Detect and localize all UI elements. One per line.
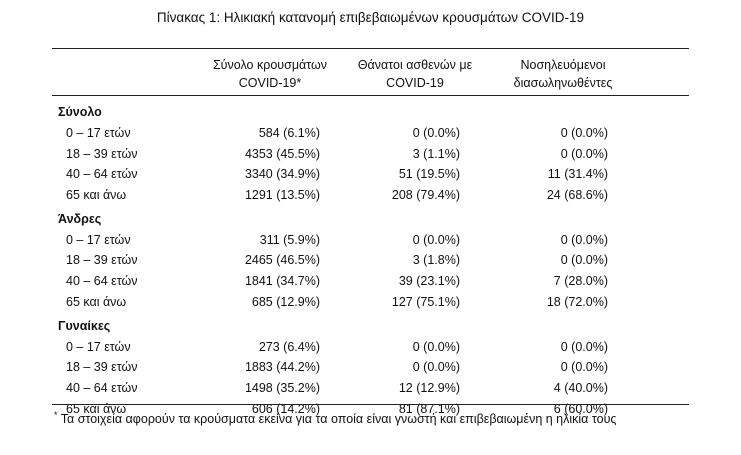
cases-cell: 584 (6.1%) bbox=[258, 126, 320, 140]
table-row: 65 και άνω 685 (12.9%) 127 (75.1%) 18 (7… bbox=[0, 292, 741, 313]
intubated-cell: 7 (28.0%) bbox=[553, 274, 608, 289]
cases-cell: 1291 (13.5%) bbox=[244, 188, 320, 203]
table-row: 65 και άνω 1291 (13.5%) 208 (79.4%) 24 (… bbox=[0, 185, 741, 206]
deaths-cell: 208 (79.4%) bbox=[391, 188, 460, 203]
bottom-rule bbox=[52, 404, 689, 405]
age-cell: 18 – 39 ετών bbox=[66, 360, 138, 375]
footnote-marker: * bbox=[54, 410, 58, 420]
header-line: Νοσηλευόμενοι bbox=[520, 58, 606, 72]
table-row: 40 – 64 ετών 1841 (34.7%) 39 (23.1%) 7 (… bbox=[0, 271, 741, 292]
intubated-cell: 0 (0.0%) bbox=[560, 146, 608, 161]
intubated-cell: 0 (0.0%) bbox=[560, 339, 608, 354]
group-men: Άνδρες 0 – 17 ετών 311 (5.9%) 0 (0.0%) 0… bbox=[0, 208, 741, 313]
footnote: * Τα στοιχεία αφορούν τα κρούσματα εκείν… bbox=[54, 410, 616, 426]
group-title: Γυναίκες bbox=[58, 318, 111, 333]
age-cell: 65 και άνω bbox=[66, 188, 127, 203]
cases-cell: 4353 (45.5%) bbox=[244, 146, 320, 161]
intubated-cell: 0 (0.0%) bbox=[560, 253, 608, 268]
intubated-cell: 11 (31.4%) bbox=[547, 167, 608, 182]
age-cell: 40 – 64 ετών bbox=[66, 167, 138, 182]
age-cell: 40 – 64 ετών bbox=[66, 380, 138, 395]
data-table: Σύνολο 0 – 17 ετών 584 (6.1%) 0 (0.0%) 0… bbox=[0, 101, 741, 421]
table-row: 18 – 39 ετών 1883 (44.2%) 0 (0.0%) 0 (0.… bbox=[0, 357, 741, 378]
deaths-cell: 0 (0.0%) bbox=[412, 339, 460, 354]
header-total-cases: Σύνολο κρουσμάτων COVID-19* bbox=[205, 56, 335, 92]
deaths-cell: 0 (0.0%) bbox=[412, 232, 460, 247]
group-total: Σύνολο 0 – 17 ετών 584 (6.1%) 0 (0.0%) 0… bbox=[0, 101, 741, 206]
group-title: Άνδρες bbox=[58, 211, 102, 226]
age-cell: 40 – 64 ετών bbox=[66, 274, 138, 289]
table-row: 65 και άνω 606 (14.2%) 81 (87.1%) 6 (60.… bbox=[0, 399, 741, 420]
deaths-cell: 3 (1.8%) bbox=[412, 253, 460, 268]
cases-cell: 1883 (44.2%) bbox=[244, 360, 320, 375]
cases-cell: 606 (14.2%) bbox=[251, 401, 320, 416]
header-deaths: Θάνατοι ασθενών με COVID-19 bbox=[350, 56, 480, 92]
age-cell: 0 – 17 ετών bbox=[66, 339, 131, 354]
age-cell: 65 και άνω bbox=[66, 294, 127, 309]
cases-cell: 1498 (35.2%) bbox=[244, 380, 320, 395]
header-line: COVID-19* bbox=[238, 76, 302, 90]
deaths-cell: 127 (75.1%) bbox=[391, 294, 460, 309]
deaths-cell: 3 (1.1%) bbox=[412, 146, 460, 161]
table-row: 0 – 17 ετών 311 (5.9%) 0 (0.0%) 0 (0.0%) bbox=[0, 230, 741, 251]
table-row: 40 – 64 ετών 3340 (34.9%) 51 (19.5%) 11 … bbox=[0, 164, 741, 185]
table-row: 0 – 17 ετών 584 (6.1%) 0 (0.0%) 0 (0.0%) bbox=[0, 123, 741, 144]
table-row: 18 – 39 ετών 2465 (46.5%) 3 (1.8%) 0 (0.… bbox=[0, 250, 741, 271]
intubated-cell: 0 (0.0%) bbox=[560, 126, 608, 140]
cases-cell: 311 (5.9%) bbox=[259, 232, 320, 247]
intubated-cell: 6 (60.0%) bbox=[553, 401, 608, 416]
age-cell: 18 – 39 ετών bbox=[66, 253, 138, 268]
header-line: Θάνατοι ασθενών με bbox=[357, 58, 473, 72]
age-cell: 0 – 17 ετών bbox=[66, 126, 131, 140]
table-row: 0 – 17 ετών 273 (6.4%) 0 (0.0%) 0 (0.0%) bbox=[0, 337, 741, 358]
table-row: 18 – 39 ετών 4353 (45.5%) 3 (1.1%) 0 (0.… bbox=[0, 144, 741, 165]
header-line: COVID-19 bbox=[386, 76, 444, 90]
deaths-cell: 51 (19.5%) bbox=[398, 167, 460, 182]
cases-cell: 685 (12.9%) bbox=[251, 294, 320, 309]
intubated-cell: 0 (0.0%) bbox=[560, 232, 608, 247]
header-line: Σύνολο κρουσμάτων bbox=[212, 58, 328, 72]
intubated-cell: 0 (0.0%) bbox=[560, 360, 608, 375]
header-rule bbox=[52, 95, 689, 96]
deaths-cell: 39 (23.1%) bbox=[398, 274, 460, 289]
table-row: 40 – 64 ετών 1498 (35.2%) 12 (12.9%) 4 (… bbox=[0, 378, 741, 399]
cases-cell: 3340 (34.9%) bbox=[244, 167, 320, 182]
deaths-cell: 12 (12.9%) bbox=[398, 380, 460, 395]
cases-cell: 273 (6.4%) bbox=[258, 339, 320, 354]
intubated-cell: 24 (68.6%) bbox=[546, 188, 608, 203]
footnote-text: Τα στοιχεία αφορούν τα κρούσματα εκείνα … bbox=[60, 412, 617, 427]
intubated-cell: 4 (40.0%) bbox=[553, 380, 608, 395]
header-line: διασωληνωθέντες bbox=[513, 76, 613, 90]
header-intubated: Νοσηλευόμενοι διασωληνωθέντες bbox=[498, 56, 628, 92]
group-women: Γυναίκες 0 – 17 ετών 273 (6.4%) 0 (0.0%)… bbox=[0, 315, 741, 420]
table-title: Πίνακας 1: Ηλικιακή κατανομή επιβεβαιωμέ… bbox=[156, 10, 585, 25]
deaths-cell: 0 (0.0%) bbox=[412, 360, 460, 375]
deaths-cell: 81 (87.1%) bbox=[398, 401, 460, 416]
age-cell: 18 – 39 ετών bbox=[66, 146, 138, 161]
age-cell: 0 – 17 ετών bbox=[66, 232, 131, 247]
group-title: Σύνολο bbox=[58, 105, 102, 119]
deaths-cell: 0 (0.0%) bbox=[412, 126, 460, 140]
cases-cell: 2465 (46.5%) bbox=[244, 253, 320, 268]
cases-cell: 1841 (34.7%) bbox=[244, 274, 320, 289]
age-cell: 65 και άνω bbox=[66, 401, 127, 416]
top-rule bbox=[52, 48, 689, 49]
intubated-cell: 18 (72.0%) bbox=[546, 294, 608, 309]
